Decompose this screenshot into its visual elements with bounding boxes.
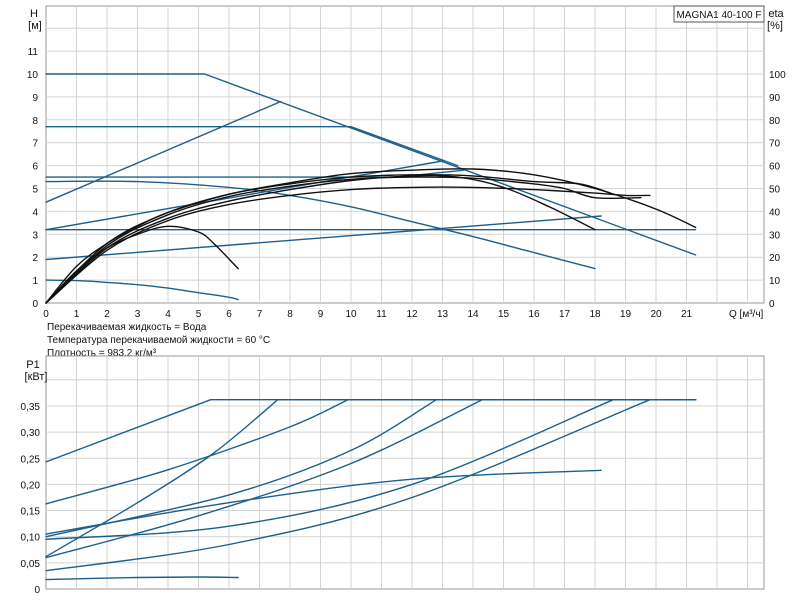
bottom-chart-grid (46, 356, 764, 589)
bottom-chart-curves (45, 399, 697, 581)
bottom-y-tick-label: 0,25 (21, 454, 41, 465)
top-y-tick-label: 5 (32, 185, 38, 196)
efficiency-curve-9 (45, 225, 239, 304)
note-fluid: Перекачиваемая жидкость = Вода (47, 322, 207, 333)
top-x-tick-label: 0 (43, 309, 49, 320)
bottom-y-tick-label: 0,35 (21, 402, 41, 413)
top-x-tick-label: 13 (437, 309, 449, 320)
top-y-tick-label: 9 (32, 93, 38, 104)
head-curve-6 (45, 215, 602, 261)
top-x-tick-label: 19 (620, 309, 632, 320)
power-curve-7 (45, 469, 602, 535)
top-x-tick-label: 2 (104, 309, 110, 320)
top-ylabel: H (30, 8, 38, 20)
note-density: Плотность = 983.2 кг/м³ (47, 348, 157, 359)
head-curve-0 (45, 73, 697, 256)
power-curve-8 (45, 576, 239, 581)
top-y-tick-label: 8 (32, 116, 38, 127)
top-x-tick-label: 5 (196, 309, 202, 320)
top-y2-tick-label: 60 (769, 162, 781, 173)
efficiency-curve-13 (45, 174, 611, 304)
top-x-tick-label: 6 (226, 309, 232, 320)
power-curve-1 (45, 399, 697, 505)
top-y2unit: [%] (767, 20, 783, 32)
bottom-y-tick-label: 0 (34, 585, 40, 596)
top-y2-tick-label: 0 (769, 299, 775, 310)
efficiency-curve-14 (45, 186, 651, 304)
top-xlabel: Q [м³/ч] (729, 309, 764, 320)
top-y-tick-label: 10 (27, 70, 39, 81)
top-chart-curves (45, 73, 697, 304)
head-curve-1 (45, 126, 459, 167)
bottom-y-tick-label: 0,10 (21, 533, 41, 544)
top-y-tick-label: 1 (32, 276, 38, 287)
top-y-tick-label: 3 (32, 230, 38, 241)
power-curve-4 (45, 399, 697, 559)
bottom-ylabel: P1 (26, 359, 39, 371)
top-y2-tick-labels: 0 10 20 30 40 50 60 70 80 90 100 (769, 70, 786, 310)
top-y2-tick-label: 100 (769, 70, 786, 81)
top-x-tick-label: 9 (318, 309, 324, 320)
top-chart-frame (45, 5, 765, 304)
top-x-tick-label: 21 (681, 309, 693, 320)
top-y-tick-label: 0 (32, 299, 38, 310)
bottom-y-tick-label: 0,15 (21, 507, 41, 518)
model-label-box (673, 5, 765, 23)
bottom-y-tick-label: 0,30 (21, 428, 41, 439)
efficiency-curve-11 (45, 174, 596, 304)
bottom-yunit: [кВт] (25, 371, 48, 383)
top-y-tick-label: 7 (32, 139, 38, 150)
top-y-tick-label: 2 (32, 253, 38, 264)
top-yunit: [м] (28, 20, 42, 32)
top-y-tick-label: 6 (32, 162, 38, 173)
top-chart-grid (46, 6, 764, 303)
bottom-y-tick-label: 0,20 (21, 480, 41, 491)
power-curve-5 (45, 399, 697, 540)
top-x-tick-label: 10 (345, 309, 357, 320)
top-x-tick-label: 4 (165, 309, 171, 320)
top-y2-tick-label: 50 (769, 185, 781, 196)
top-x-tick-label: 3 (135, 309, 141, 320)
top-x-tick-label: 14 (467, 309, 479, 320)
top-x-tick-label: 17 (559, 309, 571, 320)
power-curve-6 (45, 399, 697, 572)
top-x-tick-label: 15 (498, 309, 510, 320)
head-curve-5 (45, 160, 444, 231)
top-x-tick-label: 11 (376, 309, 387, 320)
top-y2-tick-label: 20 (769, 253, 781, 264)
top-x-tick-label: 12 (406, 309, 418, 320)
model-label: MAGNA1 40-100 F (676, 10, 761, 21)
top-x-tick-label: 16 (528, 309, 540, 320)
top-x-tick-label: 18 (589, 309, 601, 320)
top-y-tick-label: 4 (32, 207, 38, 218)
power-curve-2 (45, 399, 697, 558)
top-x-tick-label: 8 (287, 309, 293, 320)
top-x-tick-label: 1 (74, 309, 80, 320)
note-temperature: Температура перекачиваемой жидкости = 60… (47, 335, 270, 346)
top-y2-tick-label: 90 (769, 93, 781, 104)
power-curve-0 (45, 399, 697, 463)
top-x-tick-labels: 0 1 2 3 4 5 6 7 8 9 10 11 12 13 14 15 16 17 18 19 20 21 (43, 309, 692, 320)
top-y-tick-labels: 0 1 2 3 4 5 6 7 8 9 10 11 (27, 47, 39, 310)
head-curve-4 (45, 100, 282, 203)
top-y-tick-label: 11 (28, 47, 39, 58)
head-curve-8 (45, 279, 239, 301)
head-curve-7 (45, 180, 596, 270)
efficiency-curve-12 (45, 176, 642, 304)
bottom-chart-frame (45, 355, 765, 590)
power-curve-3 (45, 399, 697, 538)
top-y2-tick-label: 30 (769, 230, 781, 241)
top-y2label: eta (768, 8, 784, 20)
bottom-y-tick-labels: 0 0,05 0,10 0,15 0,20 0,25 0,30 0,35 (21, 402, 41, 596)
top-y2-tick-label: 10 (769, 276, 781, 287)
top-x-tick-label: 20 (650, 309, 662, 320)
top-y2-tick-label: 80 (769, 116, 781, 127)
top-x-tick-label: 7 (257, 309, 263, 320)
bottom-y-tick-label: 0,05 (21, 559, 41, 570)
top-y2-tick-label: 40 (769, 207, 781, 218)
top-y2-tick-label: 70 (769, 139, 781, 150)
